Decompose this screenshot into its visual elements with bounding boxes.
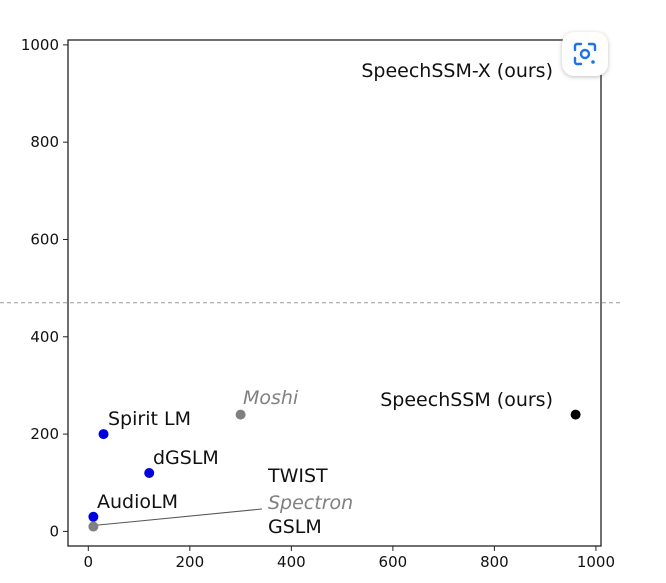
google-lens-icon bbox=[573, 42, 597, 66]
x-tick-label: 800 bbox=[480, 553, 509, 571]
x-tick-label: 400 bbox=[277, 553, 306, 571]
data-point-label: AudioLM bbox=[97, 491, 178, 513]
spectron-leader-line bbox=[93, 508, 263, 527]
y-tick-label: 800 bbox=[30, 133, 59, 151]
data-point bbox=[144, 468, 155, 479]
data-point bbox=[570, 409, 581, 420]
x-tick-label: 1000 bbox=[577, 553, 615, 571]
y-tick-label: 200 bbox=[30, 425, 59, 443]
y-tick-label: 1000 bbox=[21, 36, 59, 54]
data-point-label: Spirit LM bbox=[108, 408, 191, 430]
x-tick-label: 200 bbox=[176, 553, 205, 571]
data-point-label: TWIST bbox=[267, 465, 328, 487]
y-tick-label: 400 bbox=[30, 328, 59, 346]
data-point-label: SpeechSSM (ours) bbox=[380, 389, 553, 411]
data-point bbox=[98, 429, 109, 440]
data-point bbox=[88, 521, 99, 532]
data-point bbox=[88, 511, 99, 522]
data-point-label: GSLM bbox=[268, 516, 322, 538]
y-tick-label: 600 bbox=[30, 230, 59, 248]
x-tick-label: 600 bbox=[379, 553, 408, 571]
data-point-label: Spectron bbox=[268, 492, 353, 514]
x-tick-label: 0 bbox=[84, 553, 94, 571]
data-point-label: SpeechSSM-X (ours) bbox=[361, 60, 553, 82]
data-point-label: Moshi bbox=[243, 387, 299, 409]
data-point bbox=[235, 409, 246, 420]
y-tick-label: 0 bbox=[49, 522, 59, 540]
google-lens-button[interactable] bbox=[562, 32, 608, 76]
plot-frame bbox=[67, 39, 602, 547]
data-point-label: dGSLM bbox=[153, 447, 219, 469]
